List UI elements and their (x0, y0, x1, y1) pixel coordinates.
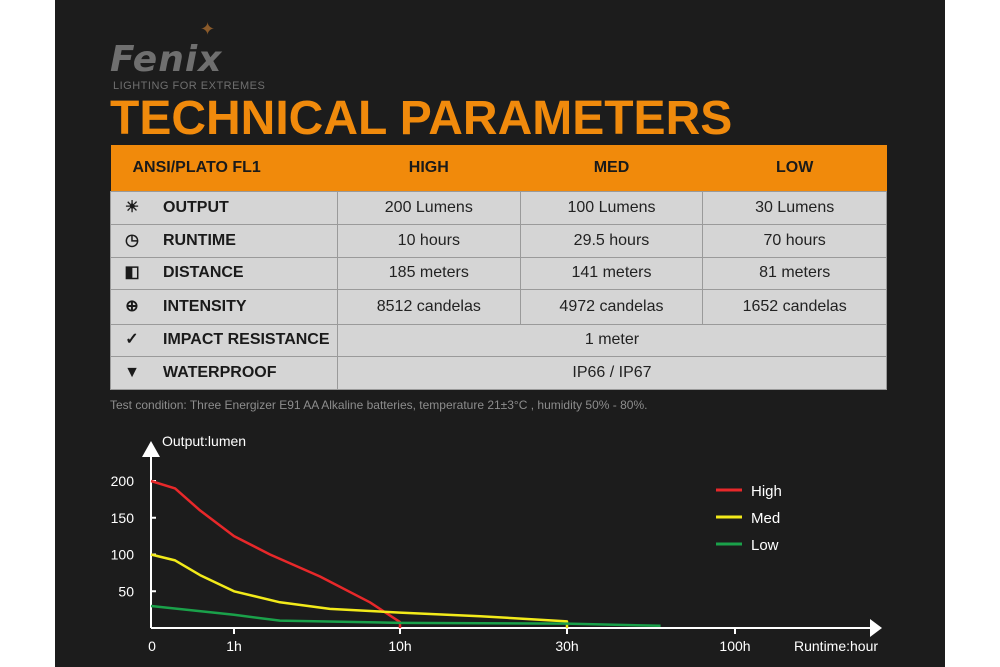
row-label-cell: ◷ RUNTIME (110, 223, 338, 258)
column-header: MED (520, 145, 703, 191)
clock-icon: ◷ (125, 231, 139, 249)
y-tick-label: 50 (118, 583, 134, 599)
value-cell: 10 hours (336, 223, 521, 258)
value-cell: 141 meters (519, 256, 704, 290)
y-tick-label: 150 (111, 510, 135, 526)
y-axis-label: Output:lumen (162, 433, 246, 449)
series-line-med (150, 553, 569, 628)
distance-icon: ◧ (124, 264, 140, 282)
table-row: ▼ WATERPROOF IP66 / IP67 (110, 355, 888, 390)
x-tick-label: 0 (148, 638, 156, 654)
test-condition-note: Test condition: Three Energizer E91 AA A… (110, 398, 648, 412)
row-label-cell: ✓ IMPACT RESISTANCE (110, 323, 338, 357)
x-tick-label: 10h (388, 638, 411, 654)
legend-label: High (751, 483, 782, 500)
row-label: INTENSITY (163, 297, 247, 315)
x-tick-label: 1h (226, 638, 242, 654)
value-cell: IP66 / IP67 (336, 355, 888, 390)
y-tick-label: 200 (111, 473, 135, 489)
table-row: ⊕ INTENSITY 8512 candelas 4972 candelas 1652… (110, 288, 887, 325)
series-line-low (150, 604, 661, 628)
value-cell: 200 Lumens (336, 190, 521, 225)
value-cell: 81 meters (702, 256, 887, 290)
parameters-table: ANSI/PLATO FL1 HIGH MED LOW ☀ OUTPUT 200 Lume… (110, 145, 888, 390)
row-label-cell: ▼ WATERPROOF (110, 355, 338, 390)
impact-icon: ✓ (125, 331, 139, 349)
value-cell: 30 Lumens (702, 190, 887, 225)
x-axis-arrow (870, 619, 882, 637)
row-label: OUTPUT (163, 198, 229, 216)
output-icon: ☀ (124, 198, 140, 216)
row-label-cell: ⊕ INTENSITY (110, 288, 338, 325)
series-line-high (150, 479, 402, 628)
brand-tagline: LIGHTING FOR EXTREMES (113, 80, 266, 92)
legend-label: Med (751, 510, 780, 527)
value-cell: 70 hours (702, 223, 887, 258)
table-row: ✓ IMPACT RESISTANCE 1 meter (110, 323, 888, 357)
y-axis-arrow (142, 441, 160, 457)
value-cell: 29.5 hours (519, 223, 704, 258)
column-header: LOW (702, 145, 887, 191)
column-header: ANSI/PLATO FL1 (110, 145, 338, 191)
value-cell: 1 meter (336, 323, 888, 357)
row-label: RUNTIME (163, 231, 236, 249)
table-row: ◷ RUNTIME 10 hours 29.5 hours 70 hours (110, 223, 887, 258)
value-cell: 8512 candelas (336, 288, 521, 325)
waterproof-icon: ▼ (124, 363, 140, 381)
x-axis-label: Runtime:hour (794, 638, 878, 654)
value-cell: 4972 candelas (519, 288, 704, 325)
x-tick-label: 30h (555, 638, 578, 654)
x-tick-label: 100h (719, 638, 750, 654)
table-row: ☀ OUTPUT 200 Lumens 100 Lumens 30 Lumens (110, 190, 887, 225)
y-tick-label: 100 (111, 547, 135, 563)
legend-label: Low (751, 537, 779, 554)
value-cell: 100 Lumens (519, 190, 704, 225)
row-label: WATERPROOF (163, 363, 277, 381)
target-icon: ⊕ (125, 297, 139, 315)
value-cell: 1652 candelas (702, 288, 887, 325)
column-header: HIGH (337, 145, 521, 191)
row-label: DISTANCE (163, 264, 244, 282)
page-title: TECHNICAL PARAMETERS (110, 92, 733, 145)
logo-star-icon: ✦ (200, 19, 216, 39)
brand-logo: Fenix (110, 39, 223, 80)
row-label: IMPACT RESISTANCE (163, 331, 330, 349)
